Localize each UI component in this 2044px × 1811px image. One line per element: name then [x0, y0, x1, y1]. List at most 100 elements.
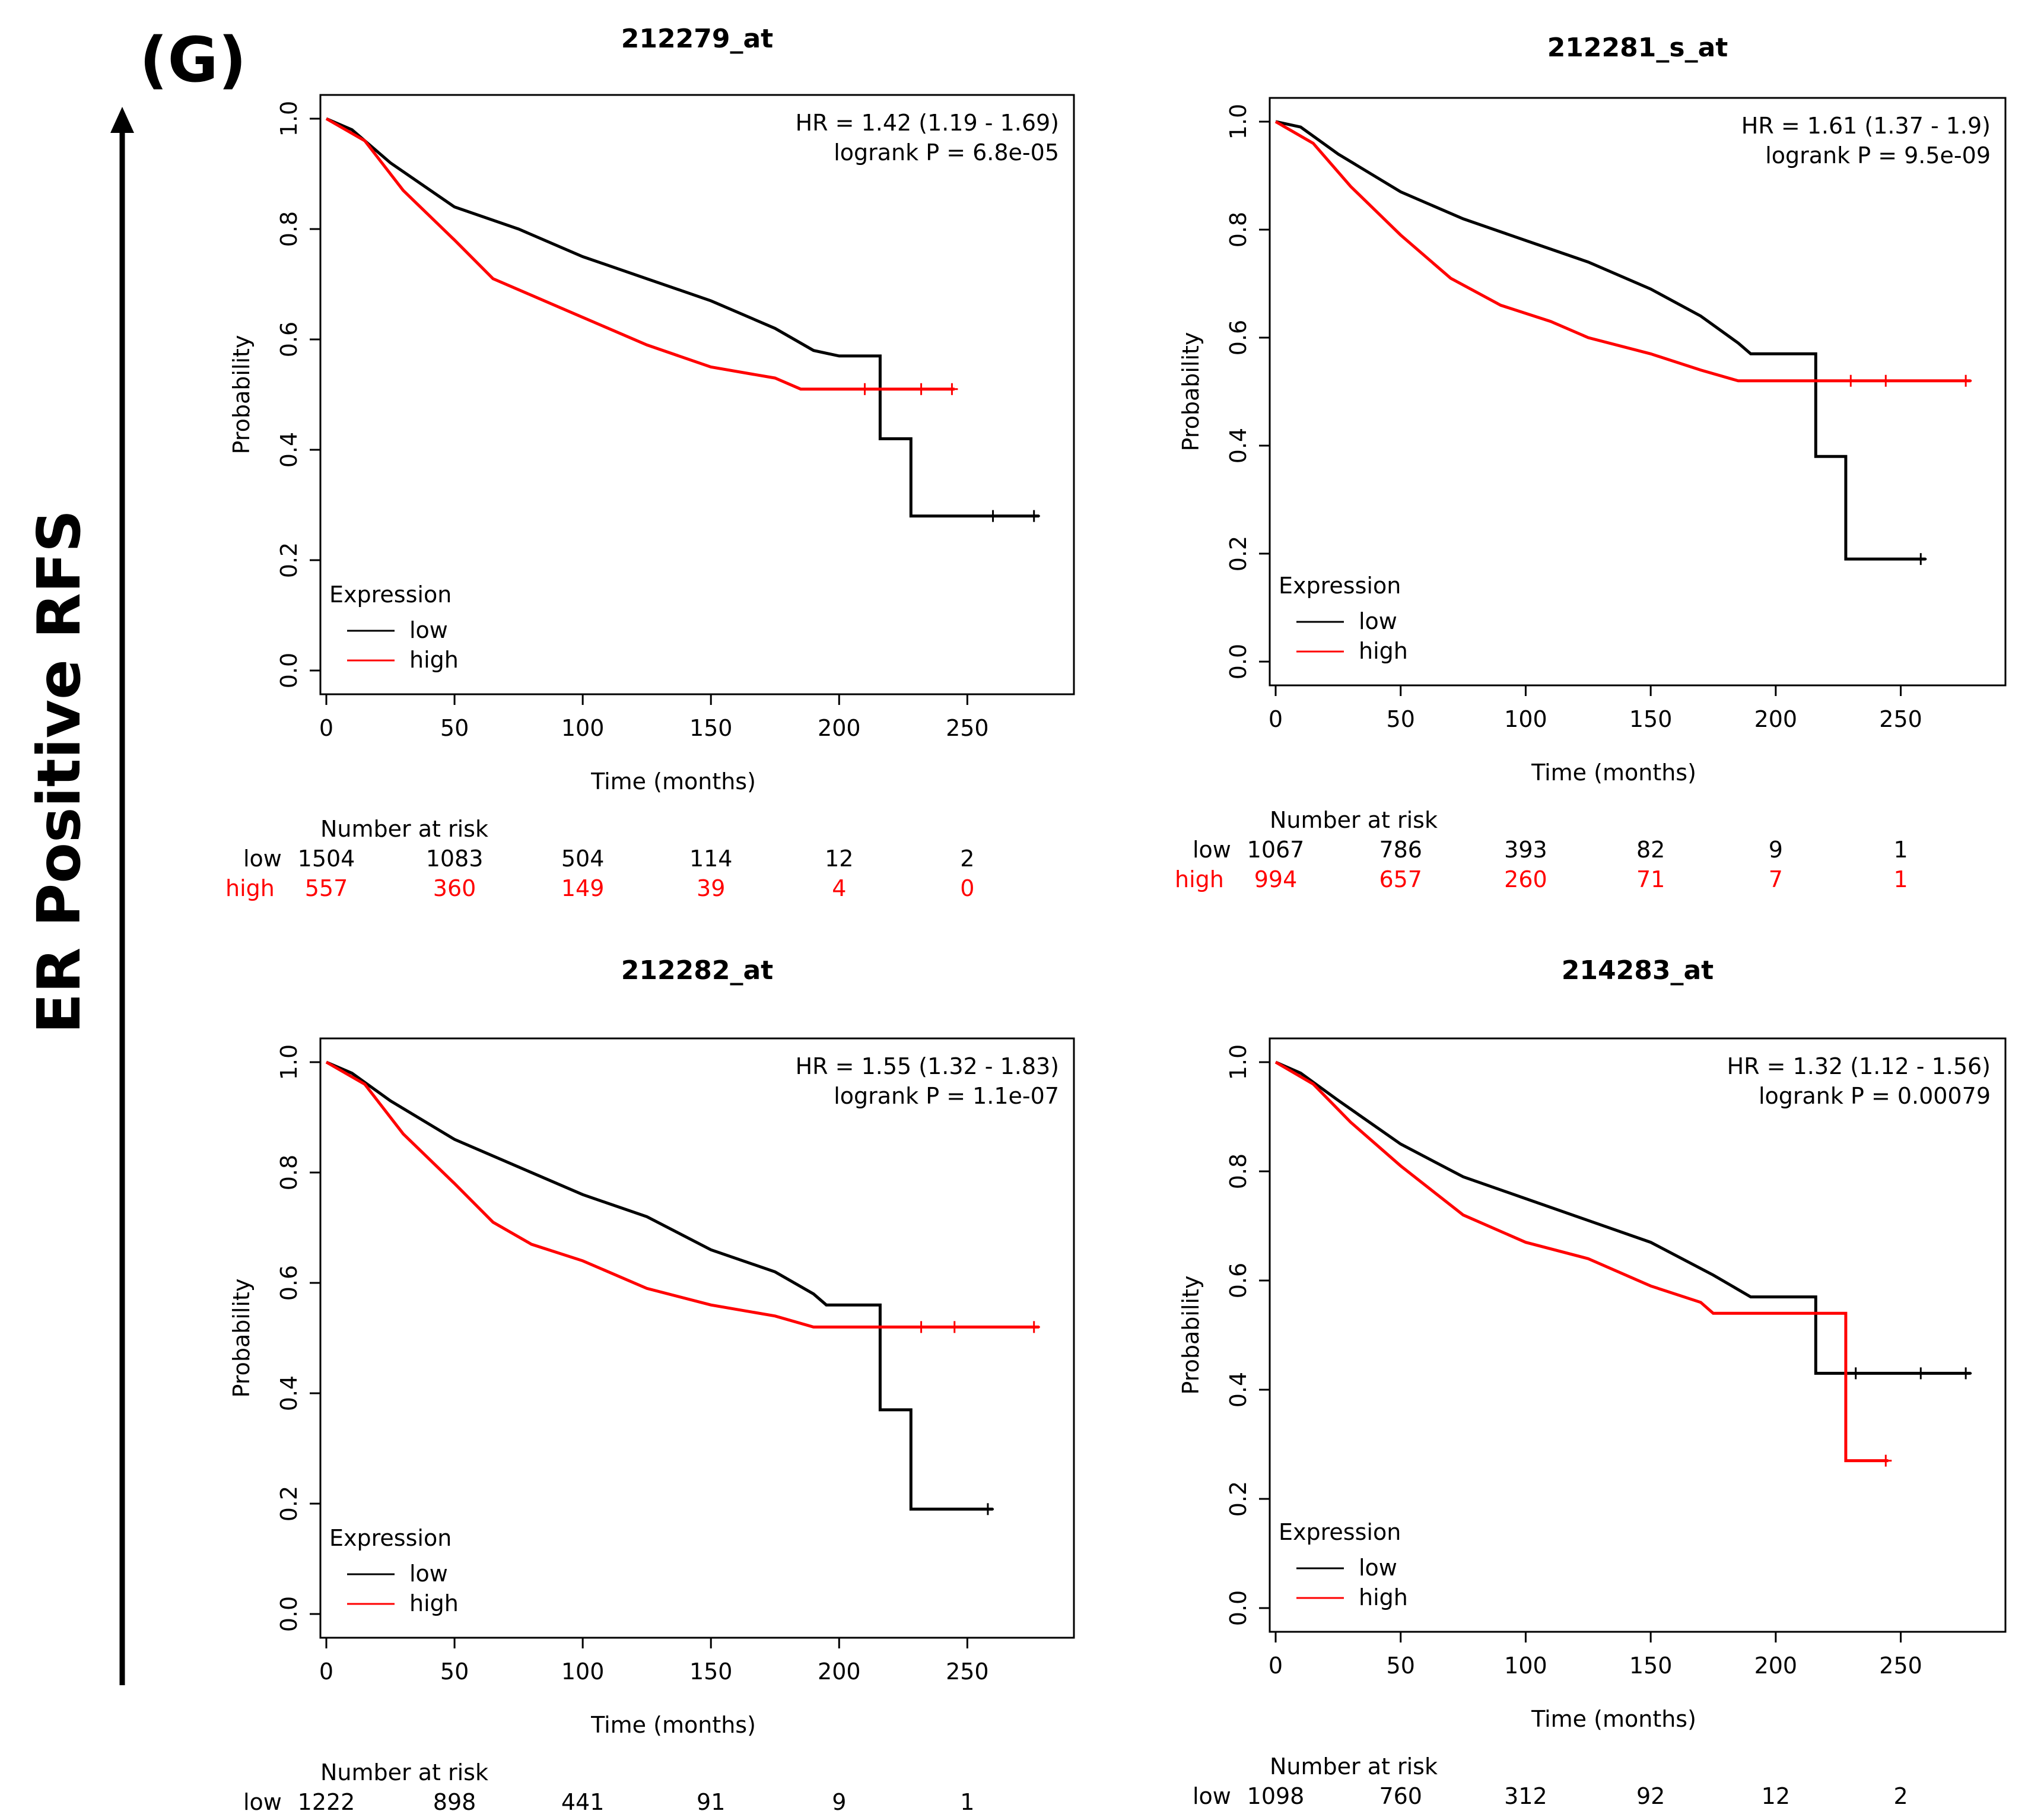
plot-frame	[1269, 1037, 2007, 1633]
x-tick-label: 0	[319, 1659, 333, 1685]
censor-mark-low	[1915, 1367, 1927, 1380]
y-tick-label: 0.6	[1225, 1263, 1251, 1298]
x-tick-label: 100	[1504, 706, 1547, 732]
km-panel-212279: 212279_at 0.0 0.2 0.4 0.6 0.8 1.0 0 50 100 150 200 2…	[225, 24, 1075, 901]
risk-value-low: 1	[960, 1789, 974, 1811]
plot-frame	[319, 94, 1075, 695]
censor-mark-low	[1028, 510, 1040, 522]
censor-mark-high	[1960, 374, 1972, 387]
chart-title: 212282_at	[621, 955, 773, 986]
y-tick-label: 0.2	[276, 542, 302, 578]
risk-row-label-low: low	[243, 1789, 282, 1811]
chart-title: 212281_s_at	[1547, 33, 1728, 63]
x-tick-label: 200	[1754, 1653, 1798, 1679]
panel-letter: (G)	[139, 24, 247, 96]
side-label: ER Positive RFS	[24, 504, 95, 1038]
series-line-low	[326, 1060, 993, 1511]
risk-value-high: 7	[1769, 866, 1783, 892]
censor-mark-high	[915, 383, 927, 395]
censor-mark-high	[1880, 374, 1892, 387]
y-tick-label: 0.6	[276, 322, 302, 357]
km-panel-214283: 214283_at 0.0 0.2 0.4 0.6 0.8 1.0 0 50 100 150 200 2…	[1178, 955, 2007, 1809]
y-tick-label: 1.0	[276, 101, 302, 136]
y-tick-label: 0.8	[1225, 212, 1251, 247]
y-axis-label: Probability	[1178, 1276, 1204, 1395]
risk-value-high: 4	[832, 875, 846, 901]
legend-label: high	[1359, 1584, 1408, 1610]
x-tick-label: 200	[818, 1659, 861, 1685]
y-tick-label: 0.2	[276, 1486, 302, 1521]
x-tick-label: 150	[689, 715, 733, 741]
x-tick-label: 50	[1387, 1653, 1415, 1679]
x-tick-label: 250	[1879, 1653, 1922, 1679]
legend-title: Expression	[329, 1525, 452, 1551]
plot-frame	[1269, 97, 2007, 687]
stat-text: HR = 1.32 (1.12 - 1.56)	[1727, 1053, 1991, 1079]
censor-mark-low	[1960, 1367, 1972, 1380]
risk-value-low: 9	[1769, 837, 1783, 863]
legend-label: high	[409, 647, 459, 673]
censor-mark-high	[915, 1321, 927, 1333]
stat-text: logrank P = 1.1e-07	[834, 1083, 1059, 1109]
risk-value-low: 1098	[1247, 1783, 1305, 1809]
x-tick-label: 250	[1879, 706, 1922, 732]
y-tick-label: 0.6	[276, 1265, 302, 1301]
legend-title: Expression	[329, 582, 452, 608]
risk-value-high: 0	[960, 875, 974, 901]
y-tick-label: 0.8	[276, 211, 302, 247]
risk-value-low: 92	[1636, 1783, 1665, 1809]
censor-mark-low	[1849, 1367, 1862, 1380]
side-arrow-icon	[110, 107, 134, 1685]
risk-row-label-low: low	[1193, 1783, 1231, 1809]
x-axis-label: Time (months)	[1531, 1706, 1696, 1732]
risk-value-high: 1	[1893, 866, 1908, 892]
censor-mark-high	[946, 383, 958, 395]
legend-label: high	[1359, 638, 1408, 664]
y-tick-label: 0.8	[1225, 1154, 1251, 1189]
x-tick-label: 50	[440, 715, 469, 741]
risk-row-label-high: high	[225, 875, 275, 901]
stat-text: HR = 1.42 (1.19 - 1.69)	[796, 110, 1059, 136]
x-tick-label: 0	[319, 715, 333, 741]
y-tick-label: 0.8	[276, 1155, 302, 1190]
censor-mark-high	[1028, 1321, 1040, 1333]
y-axis-label: Probability	[1178, 332, 1204, 452]
censor-mark-high	[948, 1321, 961, 1333]
risk-value-low: 91	[697, 1789, 725, 1811]
risk-value-high: 657	[1379, 866, 1422, 892]
x-tick-label: 200	[818, 715, 861, 741]
risk-value-high: 149	[561, 875, 605, 901]
y-tick-label: 0.0	[276, 653, 302, 688]
series-line-high	[325, 1060, 1040, 1329]
legend-label: high	[409, 1590, 459, 1616]
risk-value-high: 71	[1636, 866, 1665, 892]
risk-value-low: 312	[1504, 1783, 1547, 1809]
x-tick-label: 150	[689, 1659, 733, 1685]
risk-value-low: 82	[1636, 837, 1665, 863]
risk-value-low: 114	[689, 846, 733, 872]
x-tick-label: 0	[1269, 706, 1283, 732]
censor-mark-low	[987, 510, 999, 522]
legend-label: low	[409, 617, 448, 643]
risk-value-low: 2	[960, 846, 974, 872]
series-line-low	[1275, 120, 1926, 561]
y-tick-label: 1.0	[1225, 1044, 1251, 1080]
risk-value-high: 994	[1254, 866, 1298, 892]
censor-mark-high	[1845, 374, 1857, 387]
risk-value-low: 12	[825, 846, 853, 872]
series-line-low	[326, 117, 1040, 518]
y-tick-label: 1.0	[276, 1044, 302, 1080]
y-tick-label: 0.4	[276, 1375, 302, 1411]
legend-label: low	[409, 1561, 448, 1587]
stat-text: HR = 1.61 (1.37 - 1.9)	[1741, 113, 1991, 139]
risk-table-title: Number at risk	[320, 816, 488, 842]
censor-mark-low	[1915, 553, 1927, 565]
y-tick-label: 0.0	[1225, 644, 1251, 679]
risk-value-low: 760	[1379, 1783, 1422, 1809]
km-panel-212281: 212281_s_at 0.0 0.2 0.4 0.6 0.8 1.0 0 50 100 150 20…	[1175, 33, 2007, 892]
risk-value-low: 393	[1504, 837, 1547, 863]
risk-row-label-low: low	[1193, 837, 1231, 863]
y-tick-label: 0.0	[276, 1596, 302, 1632]
y-axis-label: Probability	[228, 335, 255, 455]
risk-value-low: 1504	[298, 846, 355, 872]
